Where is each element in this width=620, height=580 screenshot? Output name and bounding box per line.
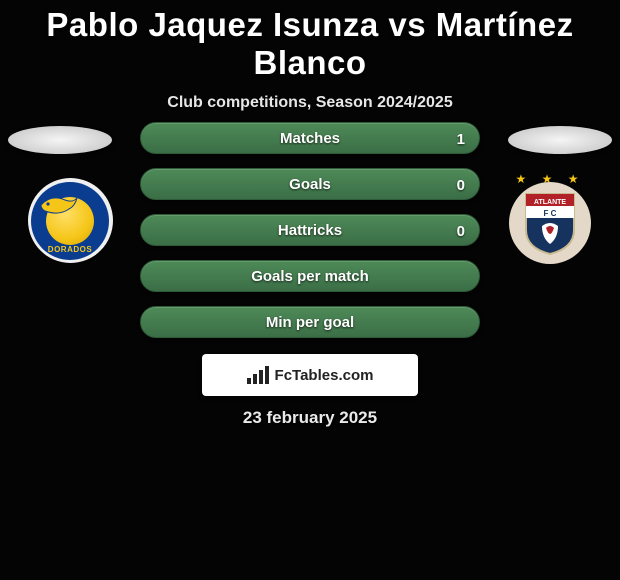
svg-text:F C: F C	[544, 209, 557, 218]
subtitle: Club competitions, Season 2024/2025	[0, 94, 620, 112]
stat-label: Hattricks	[278, 222, 342, 239]
stat-label: Min per goal	[266, 314, 354, 331]
page-title: Pablo Jaquez Isunza vs Martínez Blanco	[0, 0, 620, 82]
attribution: FcTables.com	[202, 354, 418, 396]
club-badge-left: DORADOS	[20, 178, 120, 263]
date-text: 23 february 2025	[0, 408, 620, 428]
stat-value: 1	[457, 123, 465, 155]
stat-label: Goals per match	[251, 268, 369, 285]
chart-bars-icon	[247, 366, 269, 384]
shield-icon: ATLANTE F C	[522, 190, 578, 256]
stat-value: 0	[457, 215, 465, 247]
fish-icon	[39, 194, 79, 216]
club-badge-right: ★ ★ ★ ATLANTE F C	[500, 178, 600, 263]
attribution-text: FcTables.com	[275, 367, 374, 384]
stat-row-hattricks: Hattricks 0	[140, 214, 480, 246]
club-badge-right-label: ATLANTE	[534, 199, 566, 206]
stat-row-goals-per-match: Goals per match	[140, 260, 480, 292]
club-badge-left-label: DORADOS	[31, 245, 109, 254]
player-left-ellipse	[8, 126, 112, 154]
stat-label: Goals	[289, 176, 331, 193]
player-right-ellipse	[508, 126, 612, 154]
stat-row-goals: Goals 0	[140, 168, 480, 200]
stat-label: Matches	[280, 130, 340, 147]
stats-list: Matches 1 Goals 0 Hattricks 0 Goals per …	[140, 122, 480, 352]
stat-row-matches: Matches 1	[140, 122, 480, 154]
stat-row-min-per-goal: Min per goal	[140, 306, 480, 338]
stat-value: 0	[457, 169, 465, 201]
